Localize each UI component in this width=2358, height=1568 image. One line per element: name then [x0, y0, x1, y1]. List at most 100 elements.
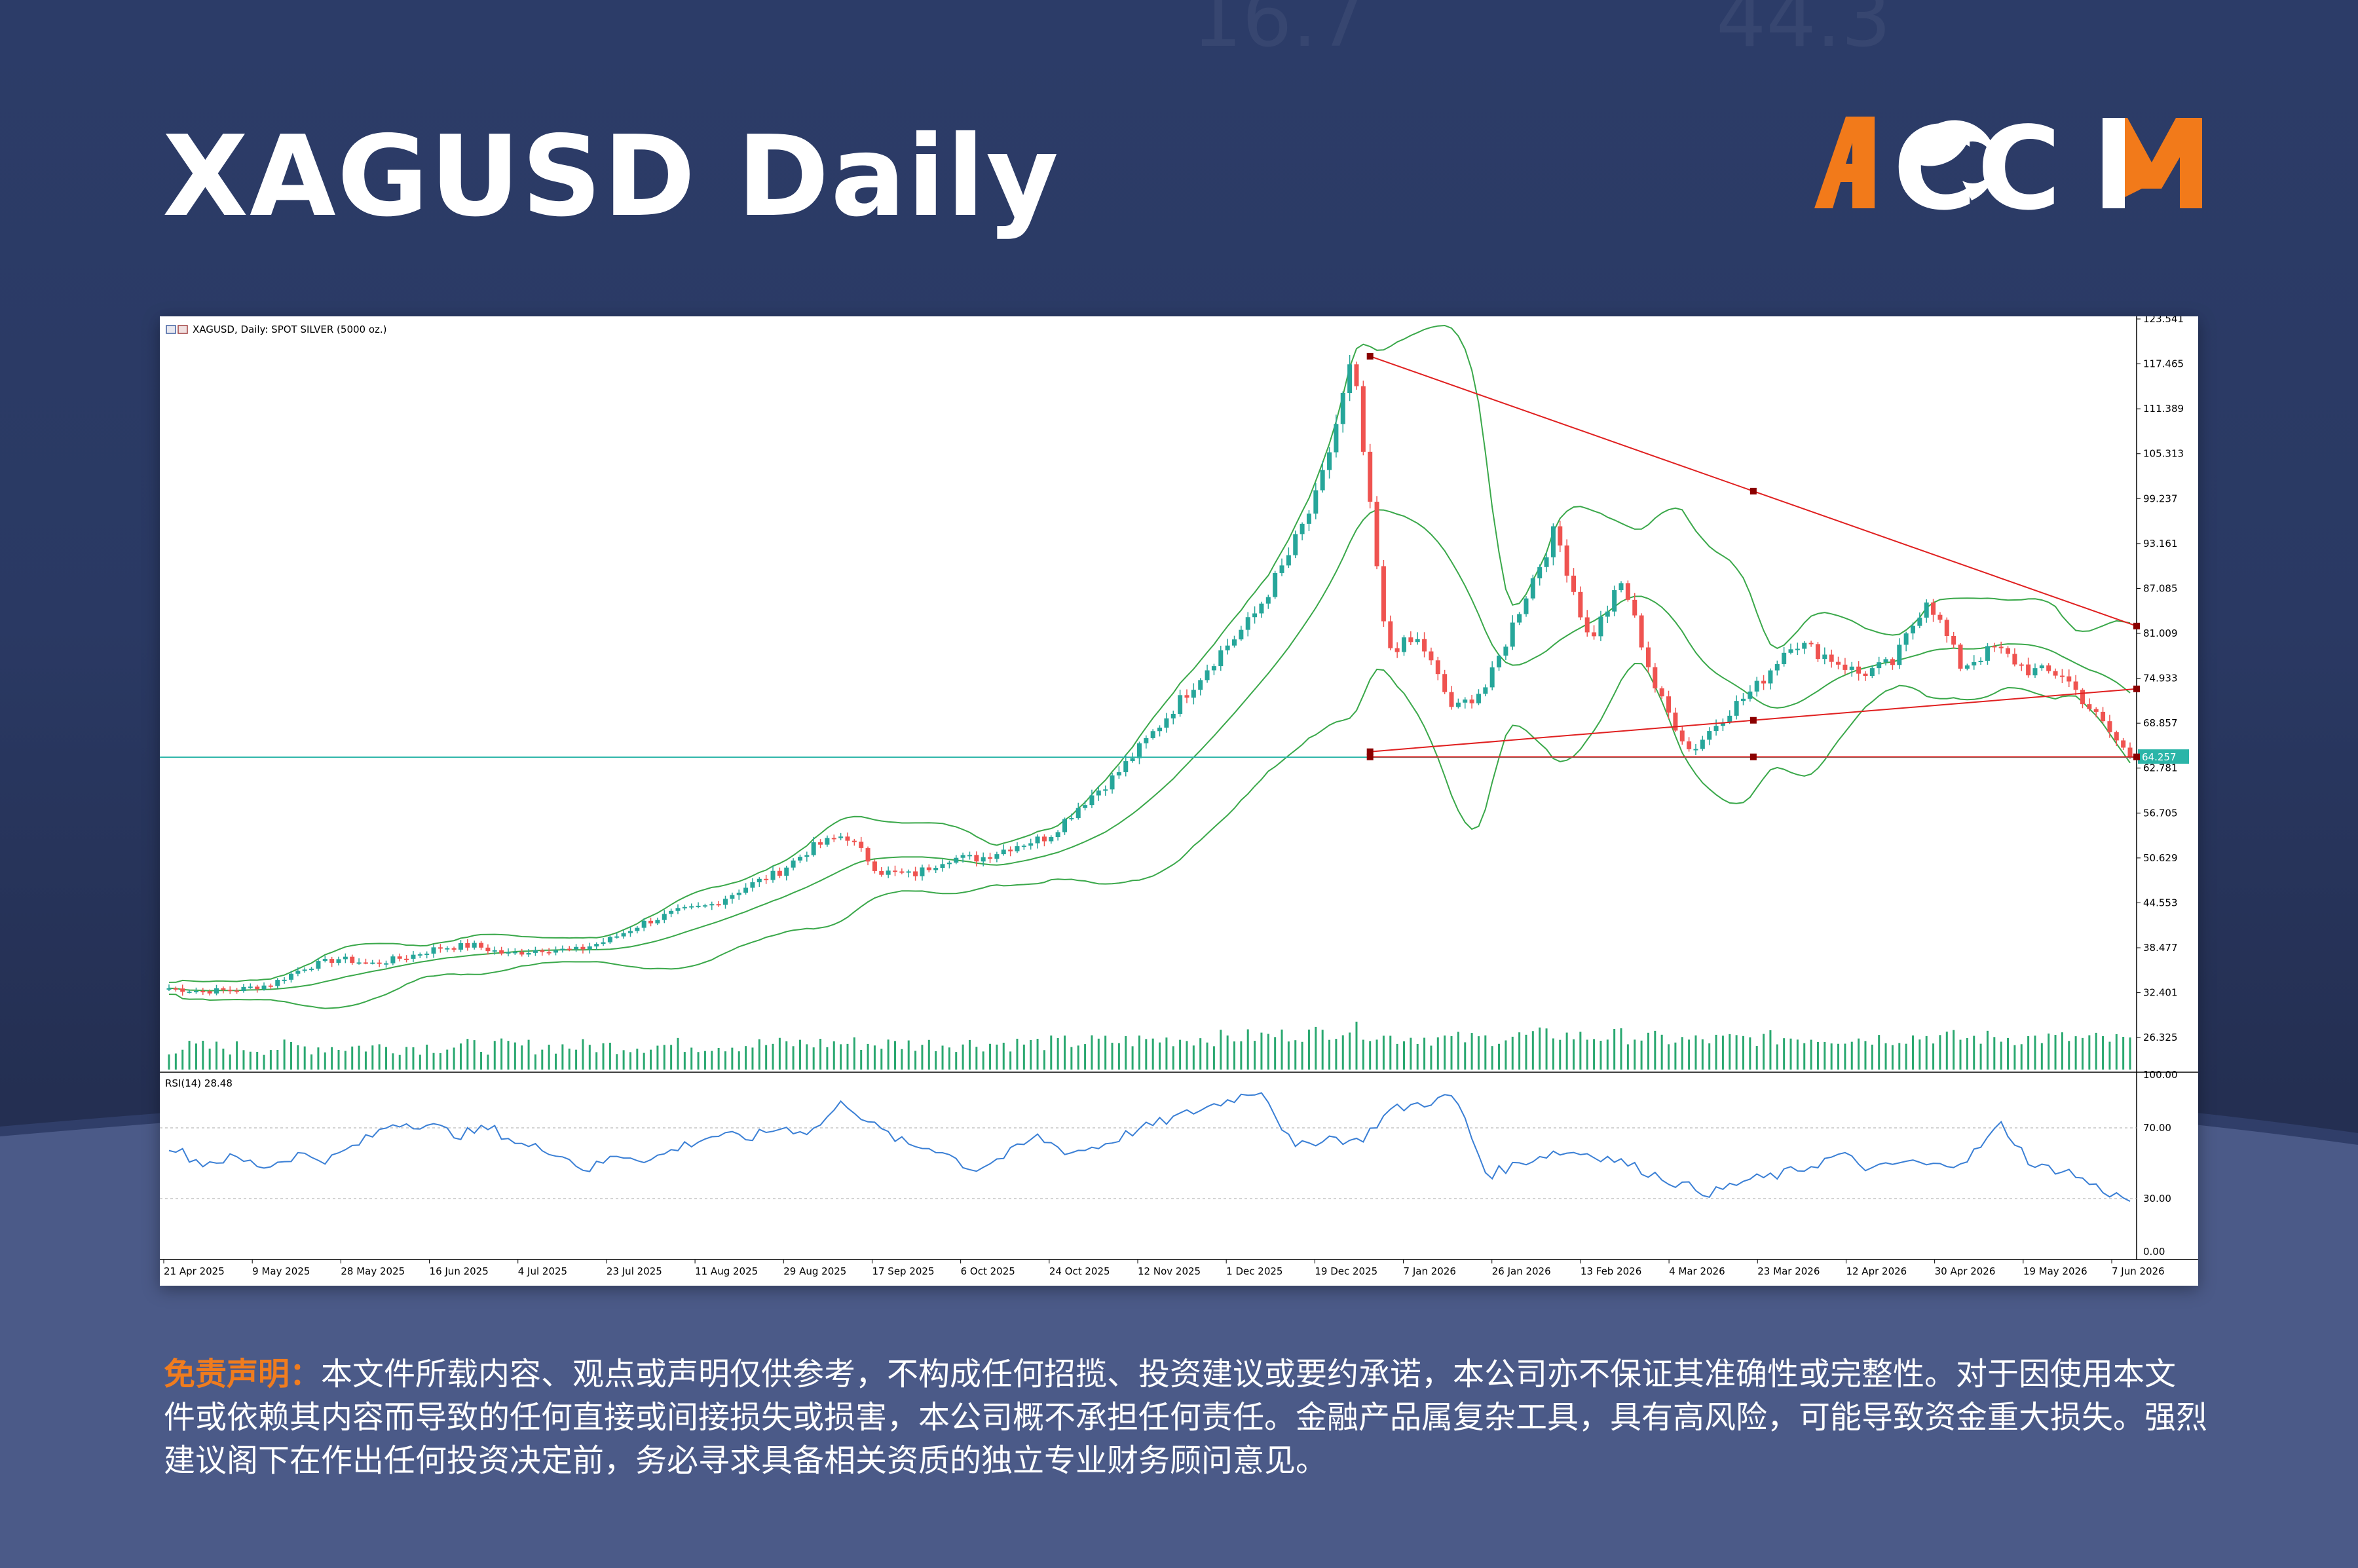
candle-body: [540, 950, 545, 952]
candle-body: [2026, 664, 2031, 676]
candle-body: [1313, 490, 1319, 514]
candle-body: [1476, 694, 1481, 703]
price-tick-label: 38.477: [2143, 942, 2178, 954]
disclaimer: 免责声明：本文件所载内容、观点或声明仅供参考，不构成任何招揽、投资建议或要约承诺…: [164, 1353, 2207, 1482]
candle-body: [397, 956, 402, 959]
candle-body: [1252, 613, 1258, 618]
candle-body: [920, 867, 925, 876]
candle-body: [1401, 637, 1406, 652]
time-tick-label: 7 Jun 2026: [2112, 1265, 2165, 1277]
time-tick-label: 19 Dec 2025: [1315, 1265, 1377, 1277]
candle-body: [1394, 648, 1400, 652]
candle-body: [811, 842, 816, 855]
candle-body: [1673, 712, 1678, 731]
candle-body: [1897, 644, 1902, 665]
time-tick-label: 1 Dec 2025: [1226, 1265, 1282, 1277]
candle-body: [791, 860, 796, 868]
candle-body: [2053, 671, 2058, 676]
candle-body: [1679, 730, 1685, 741]
candle-body: [1924, 602, 1929, 618]
candle-body: [200, 991, 206, 993]
candle-body: [648, 920, 654, 924]
time-tick-label: 23 Mar 2026: [1757, 1265, 1820, 1277]
candle-body: [994, 854, 1000, 859]
price-tick-label: 93.161: [2143, 538, 2178, 550]
candle-body: [1198, 680, 1203, 690]
candle-body: [241, 986, 246, 992]
candle-body: [2046, 665, 2051, 671]
trendline-anchor: [1750, 753, 1757, 760]
candle-body: [173, 988, 178, 990]
candle-body: [1734, 701, 1739, 716]
candle-body: [974, 855, 979, 862]
candle-body: [1592, 632, 1597, 637]
candle-body: [465, 943, 470, 948]
candle-body: [2101, 711, 2106, 722]
candle-body: [1964, 665, 1970, 669]
candle-body: [1788, 649, 1793, 653]
time-tick-label: 13 Feb 2026: [1581, 1265, 1641, 1277]
candle-body: [879, 870, 884, 875]
candle-body: [1497, 655, 1502, 667]
time-tick-label: 9 May 2025: [252, 1265, 310, 1277]
candle-body: [2032, 668, 2038, 676]
candle-body: [2012, 654, 2017, 665]
rsi-line: [168, 1092, 2131, 1202]
candle-body: [1265, 597, 1271, 604]
time-tick-label: 12 Nov 2025: [1138, 1265, 1201, 1277]
candle-body: [1463, 700, 1468, 703]
candle-body: [1653, 667, 1658, 688]
candle-body: [472, 943, 477, 948]
candle-body: [1368, 451, 1373, 502]
price-tick-label: 56.705: [2143, 807, 2178, 819]
trendline-anchor: [1750, 717, 1757, 724]
time-tick-label: 21 Apr 2025: [164, 1265, 225, 1277]
candle-body: [1300, 523, 1305, 534]
candle-body: [1055, 832, 1060, 838]
candle-body: [702, 905, 707, 907]
candle-body: [1584, 617, 1590, 633]
page-title: XAGUSD Daily: [162, 112, 1060, 242]
candle-body: [1524, 598, 1529, 614]
candle-body: [831, 838, 836, 840]
candle-body: [1130, 758, 1135, 762]
candle-body: [479, 943, 484, 948]
candle-body: [1415, 639, 1420, 643]
candle-body: [1985, 646, 1990, 661]
trendline-anchor: [1366, 748, 1374, 755]
candle-body: [336, 959, 341, 963]
candle-body: [662, 914, 667, 920]
candle-body: [1605, 611, 1610, 617]
candle-body: [1239, 629, 1244, 640]
candle-body: [1550, 526, 1556, 557]
candle-body: [825, 838, 830, 845]
candle-body: [499, 950, 504, 954]
price-tick-label: 62.781: [2143, 762, 2178, 774]
candle-body: [1571, 575, 1576, 592]
candle-body: [797, 857, 802, 861]
candle-body: [1096, 790, 1101, 796]
candle-body: [329, 959, 335, 963]
time-tick-label: 4 Mar 2026: [1669, 1265, 1725, 1277]
current-price-tag: [2138, 749, 2189, 764]
candle-body: [207, 991, 212, 994]
candle-body: [580, 946, 586, 950]
candle-body: [1340, 393, 1345, 424]
candle-body: [2080, 690, 2085, 705]
candle-body: [1510, 622, 1515, 647]
candle-body: [1144, 737, 1149, 743]
candle-body: [1225, 645, 1230, 650]
candle-body: [1062, 819, 1068, 832]
candle-body: [1184, 695, 1189, 698]
candle-body: [1327, 452, 1332, 470]
time-tick-label: 6 Oct 2025: [961, 1265, 1015, 1277]
candle-body: [370, 962, 375, 964]
candle-body: [669, 910, 674, 914]
time-tick-label: 11 Aug 2025: [695, 1265, 758, 1277]
candle-body: [288, 973, 293, 980]
candle-body: [560, 948, 565, 950]
candle-body: [1279, 565, 1284, 573]
time-tick-label: 17 Sep 2025: [872, 1265, 934, 1277]
candle-body: [1157, 727, 1163, 732]
candle-body: [1354, 364, 1359, 386]
